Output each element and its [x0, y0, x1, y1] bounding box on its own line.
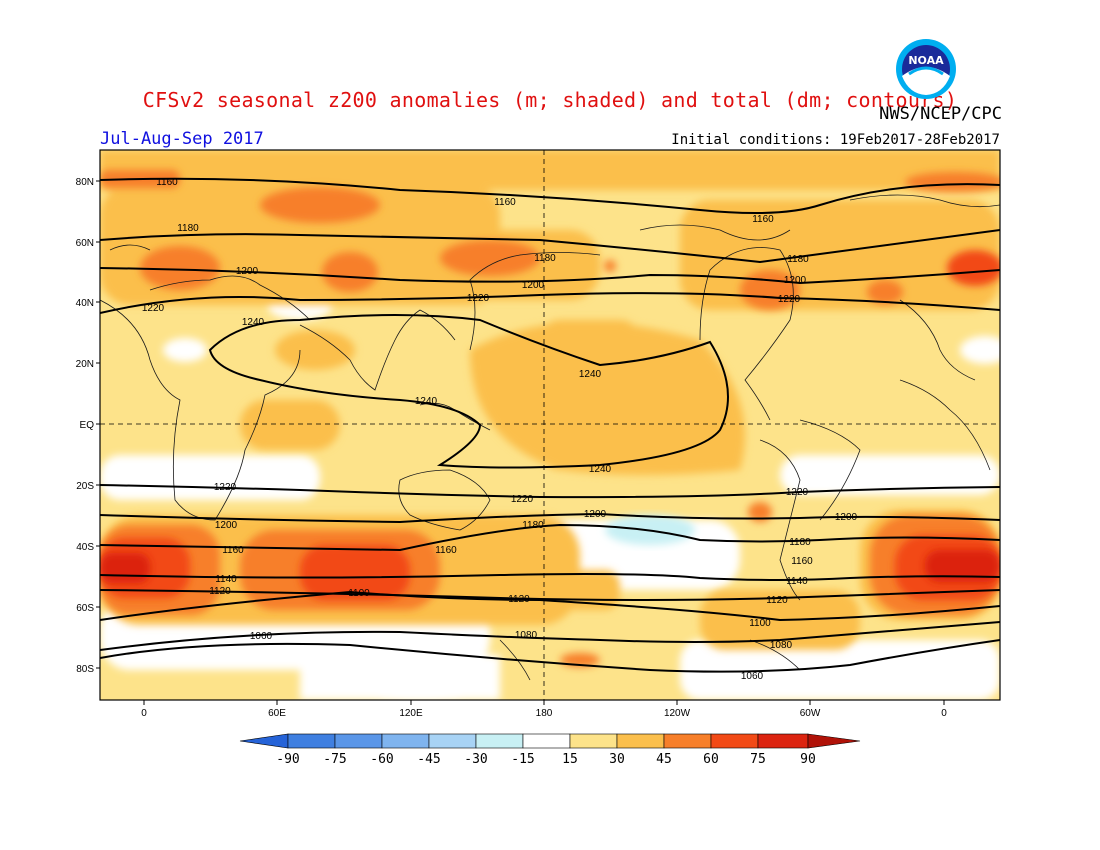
contour-label: 1180	[787, 254, 809, 265]
contour-label: 1240	[415, 396, 438, 407]
colorbar-label: -75	[323, 752, 346, 767]
contour-label: 1200	[784, 275, 807, 286]
contour-lines	[100, 177, 1000, 673]
colorbar-segment	[475, 733, 524, 749]
lon-label: 180	[536, 708, 553, 719]
lat-label: 80N	[76, 177, 94, 188]
contour-label: 1200	[835, 512, 858, 523]
svg-text:NOAA: NOAA	[908, 54, 944, 67]
latitude-labels: 80N 60N 40N 20N EQ 20S 40S 60S 80S	[76, 177, 95, 675]
contour-label: 1200	[584, 509, 607, 520]
contour-label: 1220	[467, 293, 490, 304]
agency-label: NWS/NCEP/CPC	[879, 104, 1002, 124]
lon-label: 0	[141, 708, 147, 719]
colorbar-segment	[428, 733, 477, 749]
contour-label: 1200	[215, 520, 238, 531]
noaa-logo-icon: NOAA	[896, 39, 956, 99]
contour-label: 1180	[177, 223, 199, 234]
colorbar-label: -45	[417, 752, 440, 767]
contour-label: 1200	[236, 266, 259, 277]
colorbar: -90 -75 -60 -45 -30 -15 15 30 45 60 75 9…	[239, 733, 861, 767]
contour-label: 1080	[770, 640, 793, 651]
lon-label: 60E	[268, 708, 286, 719]
colorbar-label: 45	[656, 752, 672, 767]
colorbar-segment	[710, 733, 759, 749]
colorbar-segment	[616, 733, 665, 749]
initial-conditions-label: Initial conditions: 19Feb2017-28Feb2017	[671, 132, 1000, 148]
contour-label: 1220	[214, 482, 237, 493]
colorbar-label: -30	[464, 752, 487, 767]
contour-label: 1140	[215, 574, 237, 585]
contour-labels-north: 1160 1160 1160 1180 1180 1180 1200 1200 …	[142, 177, 809, 407]
contour-labels-south: 1220 1220 1220 1200 1200 1200 1180 1180 …	[209, 464, 857, 682]
lon-label: 60W	[800, 708, 821, 719]
contour-label: 1220	[778, 294, 801, 305]
period-label: Jul-Aug-Sep 2017	[100, 129, 264, 149]
contour-label: 1160	[752, 214, 774, 225]
colorbar-label: 30	[609, 752, 625, 767]
contour-label: 1120	[508, 594, 530, 605]
contour-label: 1220	[511, 494, 534, 505]
contour-label: 1180	[522, 520, 544, 531]
contour-label: 1160	[791, 556, 813, 567]
colorbar-segment	[663, 733, 712, 749]
contour-label: 1200	[522, 280, 545, 291]
plot-frame	[99, 149, 1001, 701]
contour-label: 1240	[579, 369, 602, 380]
contour-label: 1160	[494, 197, 516, 208]
contour-label: 1220	[142, 303, 165, 314]
colorbar-segment	[757, 733, 809, 749]
contour-label: 1160	[222, 545, 244, 556]
colorbar-arrow-high	[807, 733, 861, 749]
lon-label: 0	[941, 708, 947, 719]
lat-label: 60S	[76, 603, 94, 614]
contour-label: 1080	[515, 630, 538, 641]
lat-label: 20N	[76, 359, 94, 370]
colorbar-label: 75	[750, 752, 766, 767]
contour-label: 1100	[348, 588, 370, 599]
contour-label: 1240	[589, 464, 612, 475]
contour-label: 1060	[741, 671, 764, 682]
colorbar-arrow-low	[239, 733, 289, 749]
colorbar-label: -15	[511, 752, 534, 767]
contour-label: 1140	[786, 576, 808, 587]
colorbar-segment	[522, 733, 571, 749]
contour-label: 1120	[209, 586, 231, 597]
contour-label: 1160	[435, 545, 457, 556]
contour-label: 1120	[766, 595, 788, 606]
contour-label: 1180	[789, 537, 811, 548]
lon-label: 120W	[664, 708, 691, 719]
lat-label: 40N	[76, 298, 94, 309]
colorbar-label: -60	[370, 752, 393, 767]
colorbar-segment	[381, 733, 430, 749]
colorbar-label: -90	[276, 752, 299, 767]
contour-label: 1180	[534, 253, 556, 264]
colorbar-label: 90	[800, 752, 816, 767]
lat-label: 80S	[76, 664, 94, 675]
shaded-anomalies: 1160 1160 1160 1180 1180 1180 1200 1200 …	[100, 150, 1000, 700]
lat-label: EQ	[80, 420, 95, 431]
axis-ticks	[96, 180, 945, 705]
contour-label: 1240	[242, 317, 265, 328]
colorbar-segment	[569, 733, 618, 749]
colorbar-segment	[334, 733, 383, 749]
lon-label: 120E	[399, 708, 423, 719]
colorbar-label: 60	[703, 752, 719, 767]
contour-label: 1100	[749, 618, 771, 629]
colorbar-label: 15	[562, 752, 578, 767]
coastlines	[100, 194, 1000, 681]
lat-label: 40S	[76, 542, 94, 553]
colorbar-segment	[287, 733, 336, 749]
lat-label: 20S	[76, 481, 94, 492]
contour-label: 1060	[250, 631, 273, 642]
map-title: CFSv2 seasonal z200 anomalies (m; shaded…	[142, 88, 958, 112]
lat-label: 60N	[76, 238, 94, 249]
longitude-labels: 0 60E 120E 180 120W 60W 0	[141, 708, 947, 719]
contour-label: 1160	[156, 177, 178, 188]
contour-label: 1220	[786, 487, 809, 498]
